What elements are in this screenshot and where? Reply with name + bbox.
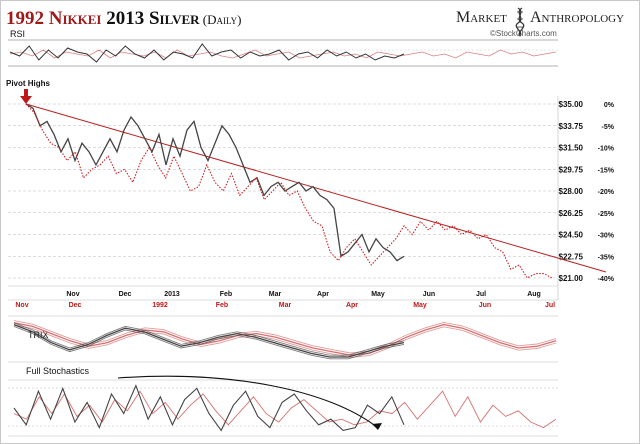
nikkei-series-line: [25, 103, 553, 279]
y-tick-pct: -5%: [602, 124, 615, 131]
x-tick-silver: Jul: [476, 291, 486, 298]
silver-series-line: [25, 103, 405, 262]
x-tick-nikkei: 1992: [152, 302, 168, 309]
price-series: [25, 103, 553, 279]
chart-title: 1992 Nikkei 2013 Silver (Daily): [6, 8, 241, 29]
x-tick-silver: Apr: [317, 291, 329, 298]
stochastics-nikkei-line: [13, 390, 557, 429]
y-tick-price: $22.75: [559, 252, 584, 261]
y-tick-pct: -20%: [598, 189, 615, 196]
y-tick-pct: -25%: [598, 211, 615, 218]
y-tick-pct: -40%: [598, 276, 615, 283]
trix-nikkei-line: [13, 324, 557, 358]
trix-nikkei-line: [13, 320, 557, 354]
y-tick-pct: -10%: [598, 146, 615, 153]
brand-word-anthropology: Anthropology: [530, 9, 624, 26]
y-tick-pct: -30%: [598, 233, 615, 240]
dna-helix-icon: [515, 7, 525, 37]
y-tick-pct: -35%: [598, 254, 615, 261]
stochastics-label: Full Stochastics: [26, 366, 90, 376]
rsi-nikkei-line: [9, 49, 557, 59]
x-axis-labels: Nov Dec 2013 Feb Mar Apr May Jun Jul Aug Nov Dec 199…: [15, 291, 555, 309]
y-tick-price: $24.50: [559, 231, 584, 240]
x-tick-silver: Feb: [220, 291, 232, 298]
y-tick-price: $33.75: [559, 122, 584, 131]
x-tick-silver: Jun: [423, 291, 435, 298]
y-tick-pct: -15%: [598, 167, 615, 174]
x-tick-silver: Aug: [527, 291, 541, 298]
y-tick-price: $26.25: [559, 209, 584, 218]
x-tick-nikkei: May: [413, 302, 427, 309]
down-arrow-icon: [20, 89, 32, 104]
y-tick-price: $21.00: [559, 274, 584, 283]
trix-nikkei-line: [13, 322, 557, 356]
trix-silver-line: [13, 322, 405, 356]
stochastics-arrowhead: [372, 423, 382, 430]
x-tick-nikkei: Jul: [545, 302, 555, 309]
x-tick-silver: May: [371, 291, 385, 298]
x-tick-silver: 2013: [164, 291, 180, 298]
trix-silver-line: [13, 323, 405, 358]
rsi-silver-line: [9, 43, 405, 63]
y-tick-price: $28.00: [559, 187, 584, 196]
brand-word-market: Market: [456, 9, 507, 26]
brand-logo: Market Anthropology ©StockCharts.com: [456, 7, 624, 38]
x-tick-nikkei: Nov: [15, 302, 28, 309]
stochastics-silver-line: [13, 384, 405, 432]
rsi-panel: RSI: [8, 29, 558, 67]
y-tick-price: $29.75: [559, 165, 584, 174]
trix-panel: TRIX: [8, 315, 558, 363]
stochastics-arc-arrow: [117, 375, 379, 429]
x-tick-nikkei: Mar: [279, 302, 292, 309]
x-tick-nikkei: Apr: [346, 302, 358, 309]
y-tick-price: $35.00: [559, 100, 584, 109]
x-tick-silver: Nov: [66, 291, 79, 298]
brand-source: ©StockCharts.com: [490, 29, 557, 38]
y-tick-pct: 0%: [604, 102, 615, 109]
downtrend-line: [25, 103, 607, 273]
rsi-label: RSI: [10, 29, 25, 39]
x-tick-silver: Mar: [269, 291, 282, 298]
x-tick-nikkei: Dec: [69, 302, 82, 309]
title-nikkei: Nikkei: [49, 8, 102, 29]
trix-silver-line: [13, 325, 405, 360]
title-year-2013: 2013: [101, 8, 149, 29]
y-axis-labels: $35.00 0% $33.75 -5% $31.50 -10% $29.75 -15% $28…: [559, 100, 615, 283]
y-tick-price: $31.50: [559, 144, 584, 153]
title-silver: Silver: [149, 8, 200, 29]
stochastics-panel: Full Stochastics: [8, 366, 558, 437]
pivot-annotation: Pivot Highs: [6, 79, 51, 104]
x-tick-nikkei: Jun: [479, 302, 491, 309]
main-price-panel: [8, 96, 559, 301]
title-daily: (Daily): [200, 12, 242, 27]
pivot-highs-label: Pivot Highs: [6, 79, 51, 88]
x-tick-silver: Dec: [119, 291, 132, 298]
title-year-1992: 1992: [6, 8, 49, 29]
x-tick-nikkei: Feb: [216, 302, 228, 309]
